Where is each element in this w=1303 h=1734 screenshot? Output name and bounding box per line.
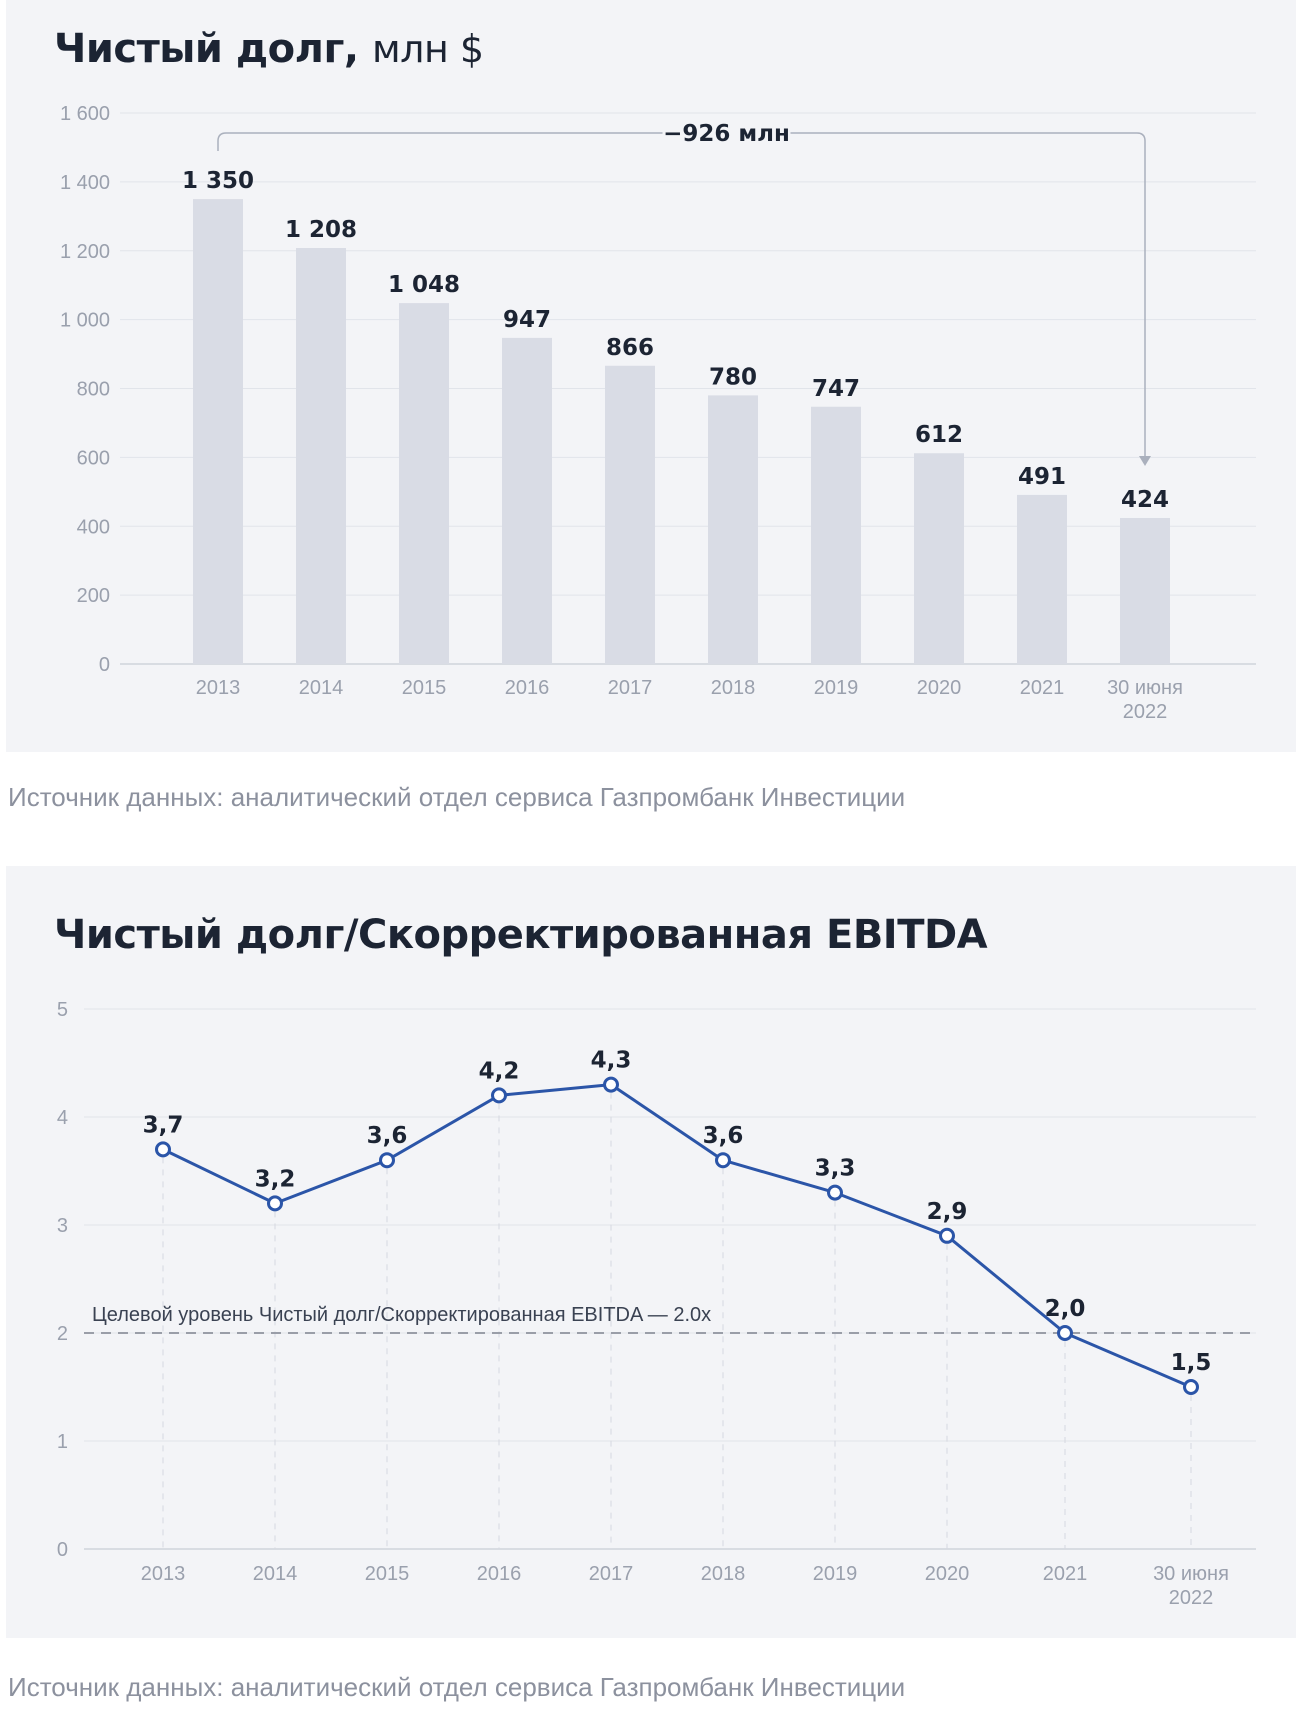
y-tick-label: 800: [77, 379, 110, 401]
debt-ebitda-source-note: Источник данных: аналитический отдел сер…: [8, 1672, 906, 1702]
y-tick-label: 1 200: [60, 241, 110, 263]
y-tick-label: 400: [77, 516, 110, 538]
bar-value-label: 747: [812, 376, 860, 402]
y-tick-label: 4: [57, 1107, 68, 1129]
y-tick-label: 1: [57, 1431, 68, 1453]
x-tick-label: 2022: [1123, 701, 1168, 723]
bar-value-label: 1 048: [388, 272, 460, 298]
bar: [502, 337, 552, 664]
y-tick-label: 200: [77, 585, 110, 607]
x-tick-label: 2014: [299, 677, 344, 699]
data-point: [491, 1087, 507, 1104]
change-annotation-label: −926 млн: [663, 121, 790, 147]
x-tick-label: 2015: [402, 677, 447, 699]
data-point: [1057, 1325, 1073, 1341]
x-tick-label: 2018: [711, 677, 756, 699]
x-tick-label: 30 июня: [1153, 1563, 1229, 1585]
annotation-background: [662, 119, 791, 147]
x-tick-label: 2022: [1169, 1587, 1214, 1609]
bar-value-label: 612: [915, 422, 963, 448]
x-tick-label: 2020: [917, 677, 962, 699]
bar: [193, 199, 243, 664]
y-tick-label: 1 600: [60, 103, 110, 125]
x-tick-label: 2018: [701, 1563, 746, 1585]
bar: [811, 406, 861, 664]
target-level-label: Целевой уровень Чистый долг/Скорректиров…: [92, 1304, 711, 1326]
data-point: [715, 1152, 731, 1169]
y-tick-label: 0: [99, 654, 110, 676]
data-point: [603, 1076, 619, 1093]
point-value-label: 3,6: [367, 1123, 408, 1149]
x-tick-label: 2021: [1020, 677, 1065, 699]
point-value-label: 2,9: [927, 1199, 968, 1225]
x-tick-label: 2016: [505, 677, 550, 699]
point-value-label: 3,6: [703, 1123, 744, 1149]
bar: [296, 247, 346, 664]
data-point: [267, 1195, 283, 1212]
x-tick-label: 2019: [813, 1563, 858, 1585]
net-debt-title-main: Чистый долг,: [54, 26, 359, 72]
point-value-label: 4,2: [479, 1058, 520, 1084]
point-value-label: 2,0: [1045, 1296, 1086, 1322]
x-tick-label: 2013: [141, 1563, 186, 1585]
point-value-label: 3,7: [143, 1112, 184, 1138]
point-value-label: 1,5: [1171, 1350, 1212, 1376]
x-tick-label: 2017: [589, 1563, 634, 1585]
y-tick-label: 1 400: [60, 172, 110, 194]
bar-value-label: 866: [606, 335, 654, 361]
x-tick-label: 2014: [253, 1563, 298, 1585]
x-tick-label: 2015: [365, 1563, 410, 1585]
y-tick-label: 5: [57, 999, 68, 1021]
bar: [1017, 494, 1067, 664]
net-debt-bar-chart: 0 200 400 600 800 1 000 1 200 1 400 1 600 1 350 20…: [60, 103, 1256, 723]
net-debt-chart-panel: Чистый долг, млн $ 0 200 400 600 800 1 000 1 2…: [6, 0, 1296, 752]
data-point: [827, 1184, 843, 1201]
debt-ebitda-chart-panel: Чистый долг/Скорректированная EBITDA 0 1 2…: [6, 866, 1296, 1638]
x-tick-label: 2016: [477, 1563, 522, 1585]
point-value-label: 4,3: [591, 1048, 632, 1074]
x-tick-label: 2017: [608, 677, 653, 699]
bar-value-label: 1 208: [285, 217, 357, 243]
arrow-head-icon: [1139, 455, 1151, 466]
y-tick-label: 2: [57, 1323, 68, 1345]
series-line: [162, 1083, 1192, 1389]
bar-value-label: 491: [1018, 464, 1066, 490]
bar-value-label: 947: [503, 307, 551, 333]
bar-value-label: 424: [1121, 487, 1169, 513]
point-value-label: 3,2: [255, 1166, 296, 1192]
data-point: [939, 1227, 955, 1244]
net-debt-source-note: Источник данных: аналитический отдел сер…: [8, 782, 906, 812]
x-tick-label: 2013: [196, 677, 241, 699]
data-point: [1183, 1379, 1199, 1395]
y-tick-label: 600: [77, 447, 110, 469]
bar: [399, 303, 449, 664]
x-tick-label: 30 июня: [1107, 677, 1183, 699]
debt-ebitda-chart-title: Чистый долг/Скорректированная EBITDA: [54, 912, 988, 958]
bar: [1120, 517, 1170, 664]
bar: [605, 365, 655, 664]
bar: [708, 395, 758, 664]
bar: [914, 453, 964, 664]
point-value-label: 3,3: [815, 1156, 856, 1182]
x-tick-label: 2021: [1043, 1563, 1088, 1585]
data-point: [155, 1141, 171, 1158]
y-tick-label: 3: [57, 1215, 68, 1237]
data-point: [379, 1152, 395, 1169]
debt-ebitda-line-chart: 0 1 2 3 4 5 Целевой уровень Чистый долг/Скорре…: [57, 999, 1256, 1609]
y-tick-label: 0: [57, 1539, 68, 1561]
net-debt-title-unit: млн $: [371, 27, 484, 71]
y-tick-label: 1 000: [60, 310, 110, 332]
x-tick-label: 2019: [814, 677, 859, 699]
net-debt-chart-title: Чистый долг, млн $: [54, 26, 484, 72]
bar-value-label: 1 350: [182, 168, 254, 194]
bar-value-label: 780: [709, 364, 757, 390]
x-tick-label: 2020: [925, 1563, 970, 1585]
